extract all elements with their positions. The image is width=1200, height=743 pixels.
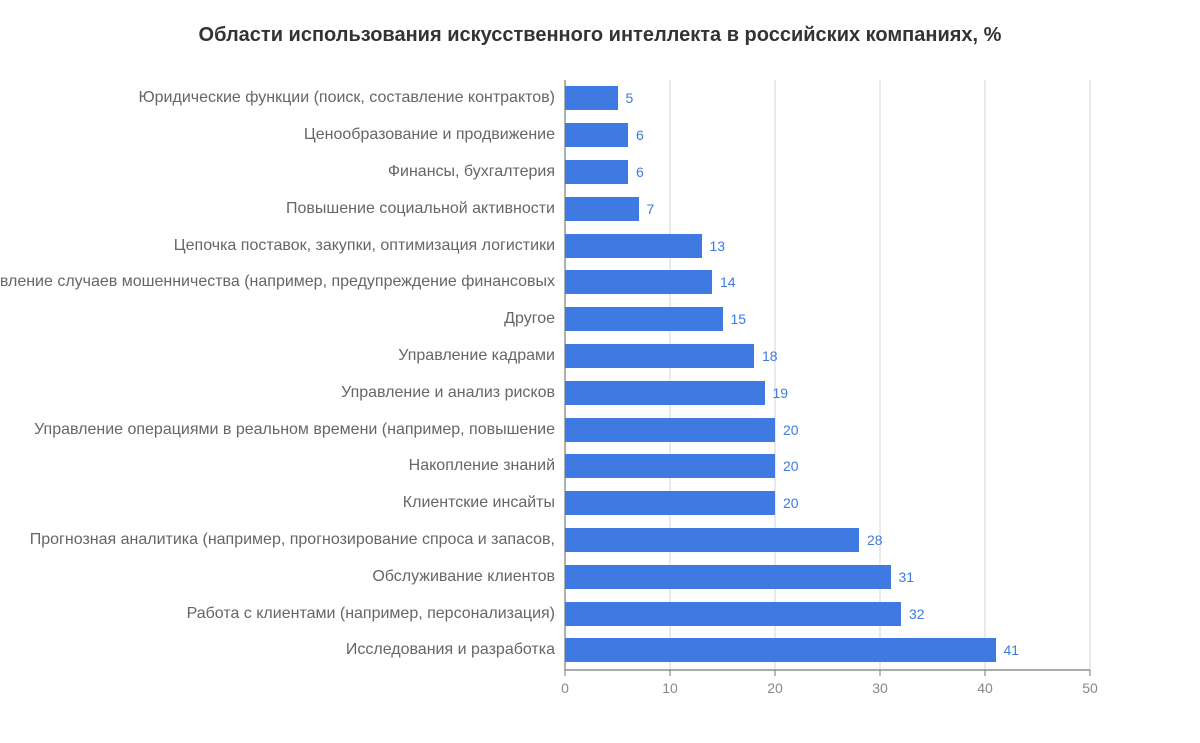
chart-row: Прогнозная аналитика (например, прогнози… — [0, 522, 1150, 559]
value-label: 7 — [647, 201, 655, 217]
value-label: 5 — [626, 90, 634, 106]
chart-row: Управление и анализ рисков 19 — [0, 374, 1150, 411]
chart-title: Области использования искусственного инт… — [0, 0, 1200, 47]
bar — [565, 491, 775, 515]
chart-row: Другое 15 — [0, 301, 1150, 338]
bar — [565, 565, 891, 589]
category-label: Обслуживание клиентов — [372, 568, 555, 586]
value-label: 19 — [773, 385, 789, 401]
bar — [565, 270, 712, 294]
chart-row: Работа с клиентами (например, персонализ… — [0, 595, 1150, 632]
x-tick-label: 40 — [977, 680, 993, 696]
x-tick-label: 0 — [561, 680, 569, 696]
bar — [565, 418, 775, 442]
bar — [565, 381, 765, 405]
chart-row: Выявление случаев мошенничества (наприме… — [0, 264, 1150, 301]
bar — [565, 234, 702, 258]
bar — [565, 160, 628, 184]
value-label: 41 — [1004, 642, 1020, 658]
value-label: 6 — [636, 164, 644, 180]
x-axis-ticks: 0 10 20 30 40 50 — [0, 680, 1150, 710]
chart-row: Обслуживание клиентов 31 — [0, 558, 1150, 595]
category-label: Исследования и разработка — [346, 641, 555, 659]
chart-row: Повышение социальной активности 7 — [0, 190, 1150, 227]
chart-row: Исследования и разработка 41 — [0, 632, 1150, 669]
category-label: Управление кадрами — [398, 347, 555, 365]
category-label: Юридические функции (поиск, составление … — [138, 89, 555, 107]
value-label: 20 — [783, 458, 799, 474]
x-tick-label: 50 — [1082, 680, 1098, 696]
bar — [565, 307, 723, 331]
category-label: Другое — [504, 310, 555, 328]
value-label: 28 — [867, 532, 883, 548]
bar — [565, 86, 618, 110]
x-tick-label: 10 — [662, 680, 678, 696]
chart-row: Цепочка поставок, закупки, оптимизация л… — [0, 227, 1150, 264]
bar — [565, 602, 901, 626]
chart-row: Клиентские инсайты 20 — [0, 485, 1150, 522]
value-label: 31 — [899, 569, 915, 585]
chart-row: Управление операциями в реальном времени… — [0, 411, 1150, 448]
value-label: 20 — [783, 422, 799, 438]
value-label: 18 — [762, 348, 778, 364]
category-label: Накопление знаний — [409, 457, 555, 475]
chart-rows: Юридические функции (поиск, составление … — [0, 80, 1150, 670]
value-label: 14 — [720, 274, 736, 290]
category-label: Повышение социальной активности — [286, 200, 555, 218]
category-label: Ценообразование и продвижение — [304, 126, 555, 144]
value-label: 20 — [783, 495, 799, 511]
category-label: Финансы, бухгалтерия — [388, 163, 555, 181]
bar — [565, 123, 628, 147]
chart-area: Юридические функции (поиск, составление … — [0, 80, 1200, 720]
page: Области использования искусственного инт… — [0, 0, 1200, 743]
bar — [565, 454, 775, 478]
chart-row: Накопление знаний 20 — [0, 448, 1150, 485]
category-label: Работа с клиентами (например, персонализ… — [187, 605, 555, 623]
chart-row: Финансы, бухгалтерия 6 — [0, 154, 1150, 191]
chart-row: Юридические функции (поиск, составление … — [0, 80, 1150, 117]
bar — [565, 344, 754, 368]
chart-row: Ценообразование и продвижение 6 — [0, 117, 1150, 154]
category-label: Прогнозная аналитика (например, прогнози… — [30, 531, 555, 549]
chart-row: Управление кадрами 18 — [0, 338, 1150, 375]
value-label: 32 — [909, 606, 925, 622]
category-label: Цепочка поставок, закупки, оптимизация л… — [174, 237, 555, 255]
bar — [565, 638, 996, 662]
value-label: 13 — [710, 238, 726, 254]
value-label: 15 — [731, 311, 747, 327]
category-label: Управление операциями в реальном времени… — [34, 421, 555, 439]
category-label: Выявление случаев мошенничества (наприме… — [0, 273, 555, 291]
category-label: Клиентские инсайты — [403, 494, 555, 512]
value-label: 6 — [636, 127, 644, 143]
bar — [565, 528, 859, 552]
category-label: Управление и анализ рисков — [341, 384, 555, 402]
x-tick-label: 20 — [767, 680, 783, 696]
bar — [565, 197, 639, 221]
x-tick-label: 30 — [872, 680, 888, 696]
